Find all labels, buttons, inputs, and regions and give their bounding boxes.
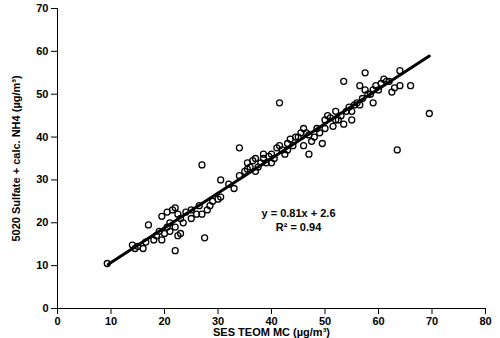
svg-text:60: 60 — [372, 315, 384, 327]
svg-text:70: 70 — [36, 2, 48, 14]
svg-text:SES TEOM MC (µg/m³): SES TEOM MC (µg/m³) — [213, 326, 330, 338]
svg-text:5020 Sulfate + calc. NH4 (µg/m: 5020 Sulfate + calc. NH4 (µg/m³) — [10, 75, 22, 242]
svg-text:80: 80 — [479, 315, 491, 327]
svg-text:0: 0 — [42, 302, 48, 314]
svg-text:60: 60 — [36, 45, 48, 57]
svg-text:y = 0.81x + 2.6: y = 0.81x + 2.6 — [261, 207, 335, 219]
svg-text:50: 50 — [36, 88, 48, 100]
svg-text:30: 30 — [36, 173, 48, 185]
svg-text:40: 40 — [265, 315, 278, 328]
svg-text:0: 0 — [54, 315, 60, 327]
svg-text:40: 40 — [36, 131, 48, 143]
svg-text:20: 20 — [36, 216, 48, 228]
svg-text:R² = 0.94: R² = 0.94 — [276, 221, 322, 233]
svg-text:10: 10 — [105, 315, 117, 327]
svg-text:30: 30 — [211, 315, 225, 328]
svg-text:70: 70 — [426, 315, 438, 327]
svg-text:50: 50 — [318, 315, 332, 328]
svg-text:20: 20 — [158, 315, 170, 327]
svg-text:10: 10 — [36, 259, 48, 271]
